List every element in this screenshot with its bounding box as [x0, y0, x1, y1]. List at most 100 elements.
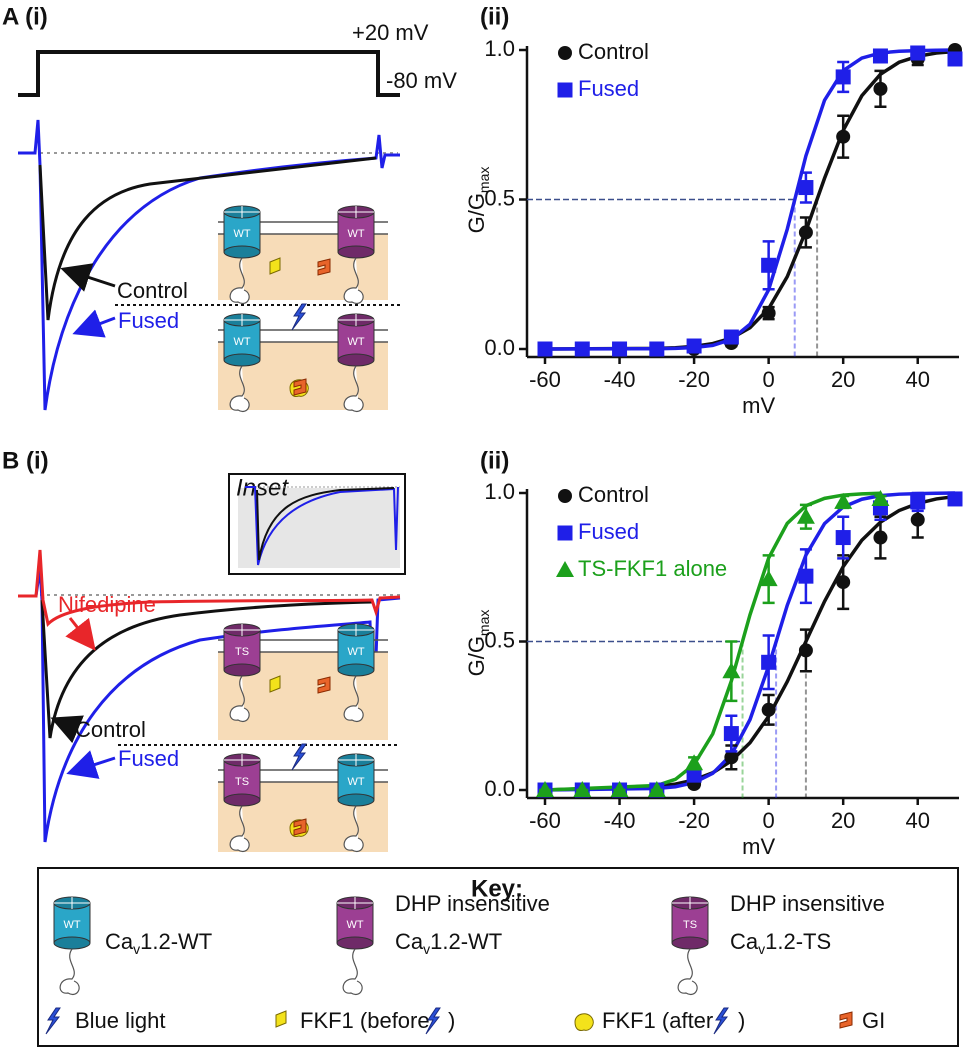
y-axis-label: G/Gmax	[464, 167, 492, 234]
y-axis-sub: max	[476, 167, 492, 193]
x-tick-label: 0	[763, 808, 775, 833]
data-point	[872, 48, 888, 64]
channel-body	[337, 211, 375, 253]
y-tick-label: 0.5	[484, 185, 515, 210]
blue-light-icon	[45, 1007, 61, 1035]
channel-label: WT	[347, 336, 364, 348]
voltage-label: -80 mV	[386, 68, 457, 93]
channel-top-lines	[338, 206, 374, 218]
channel-label: TS	[235, 646, 249, 658]
channel-bottom	[337, 245, 375, 259]
fkf1-fused-icon	[574, 1013, 594, 1031]
voltage-protocol	[18, 50, 400, 97]
trace-label: Control	[75, 717, 146, 742]
arrow	[60, 263, 116, 292]
channel-bottom	[223, 793, 261, 807]
key-text: 1.2-TS	[765, 929, 831, 954]
data-point	[834, 492, 853, 509]
y-axis-label: G/Gmax	[464, 610, 492, 677]
x-tick-label: 20	[831, 367, 855, 392]
key-label: DHP insensitive	[730, 891, 885, 916]
channel-tail	[343, 365, 364, 412]
arrow	[50, 715, 84, 744]
channel-bottom	[336, 936, 374, 950]
channel-bottom	[223, 245, 261, 259]
fkf1-icon	[275, 1010, 287, 1028]
channel-bottom	[337, 353, 375, 367]
data-point	[723, 726, 739, 742]
blue-light-icon	[425, 1007, 441, 1035]
arrow	[65, 617, 96, 651]
data-point	[910, 494, 926, 510]
x-tick-label: -40	[604, 808, 636, 833]
legend-label: TS-FKF1 alone	[578, 556, 727, 581]
key-label: Blue light	[75, 1008, 166, 1033]
data-point	[761, 654, 777, 670]
key-label: Cav1.2-TS	[730, 929, 831, 957]
data-point	[947, 51, 963, 67]
blue-light-icon	[291, 303, 307, 331]
y-axis-sub: max	[476, 610, 492, 636]
panel-label: B (i)	[2, 447, 49, 474]
arrow	[66, 750, 116, 779]
key-label: Cav1.2-WT	[395, 929, 502, 957]
channel-tail	[342, 948, 363, 995]
gi-icon	[293, 378, 307, 396]
inset-trace	[245, 486, 399, 566]
channel-bottom	[337, 793, 375, 807]
blue-light-icon	[291, 743, 307, 771]
legend-marker	[558, 489, 572, 503]
data-point	[871, 489, 890, 506]
legend-marker	[556, 561, 574, 577]
data-point	[686, 338, 702, 354]
channel-tail	[677, 948, 698, 995]
y-axis-text: G/G	[464, 193, 489, 233]
channel-tail	[343, 675, 364, 722]
channel-label: WT	[346, 919, 363, 931]
data-point	[649, 341, 665, 357]
x-tick-label: -20	[678, 367, 710, 392]
trace-label: Fused	[118, 308, 179, 333]
legend-label: Fused	[578, 76, 639, 101]
legend-label: Control	[578, 482, 649, 507]
channel-tail	[229, 257, 250, 304]
data-point	[573, 781, 592, 797]
channel-label: WT	[233, 228, 250, 240]
legend-marker	[557, 82, 573, 98]
channel-tail	[343, 805, 364, 852]
y-tick-label: 0.5	[484, 627, 515, 652]
y-axis-text: G/G	[464, 636, 489, 676]
panel-label: (ii)	[480, 447, 509, 474]
data-point	[910, 512, 925, 527]
y-tick-label: 1.0	[484, 36, 515, 61]
x-tick-label: -60	[529, 808, 561, 833]
data-point	[686, 767, 702, 783]
key-label: DHP insensitive	[395, 891, 550, 916]
key-text: 1.2-WT	[140, 929, 212, 954]
key-label: FKF1 (after	[602, 1008, 713, 1033]
data-point	[647, 781, 666, 797]
channel-tail	[343, 257, 364, 304]
legend-marker	[558, 46, 572, 60]
x-tick-label: -20	[678, 808, 710, 833]
channel-top-lines	[224, 314, 260, 326]
channel-tail	[229, 805, 250, 852]
legend-marker	[557, 525, 573, 541]
channel-label: WT	[63, 919, 80, 931]
channel-label: WT	[347, 646, 364, 658]
key-label: Cav1.2-WT	[105, 929, 212, 957]
y-tick-label: 1.0	[484, 479, 515, 504]
channel-tail	[229, 675, 250, 722]
legend-label: Fused	[578, 519, 639, 544]
fkf1-icon	[269, 675, 281, 693]
x-tick-label: 0	[763, 367, 775, 392]
data-point	[796, 507, 815, 524]
x-tick-label: -60	[529, 367, 561, 392]
key-title: Key:	[471, 875, 523, 902]
data-point	[759, 570, 778, 587]
key-text: Ca	[395, 929, 424, 954]
key-box	[37, 867, 959, 1047]
key-sub: v	[423, 941, 430, 957]
data-point	[722, 662, 741, 679]
key-label: FKF1 (before	[300, 1008, 430, 1033]
